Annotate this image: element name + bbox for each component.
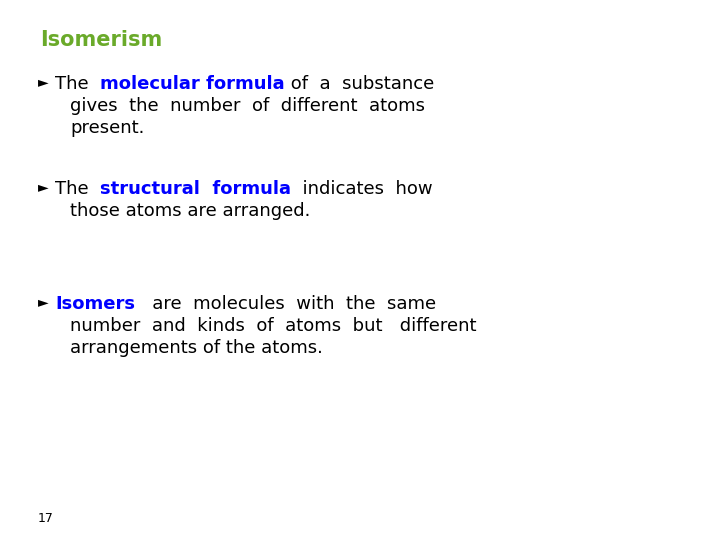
Text: gives  the  number  of  different  atoms: gives the number of different atoms [70, 97, 425, 115]
Text: ►: ► [38, 180, 49, 194]
Text: arrangements of the atoms.: arrangements of the atoms. [70, 339, 323, 357]
Text: present.: present. [70, 119, 145, 137]
Text: indicates  how: indicates how [291, 180, 433, 198]
Text: The: The [55, 180, 100, 198]
Text: Isomerism: Isomerism [40, 30, 162, 50]
Text: are  molecules  with  the  same: are molecules with the same [135, 295, 436, 313]
Text: The: The [55, 75, 100, 93]
Text: Isomers: Isomers [55, 295, 135, 313]
Text: number  and  kinds  of  atoms  but   different: number and kinds of atoms but different [70, 317, 477, 335]
Text: ►: ► [38, 295, 49, 309]
Text: ►: ► [38, 75, 49, 89]
Text: molecular formula: molecular formula [100, 75, 284, 93]
Text: of  a  substance: of a substance [284, 75, 434, 93]
Text: those atoms are arranged.: those atoms are arranged. [70, 202, 310, 220]
Text: 17: 17 [38, 512, 54, 525]
Text: structural  formula: structural formula [100, 180, 291, 198]
